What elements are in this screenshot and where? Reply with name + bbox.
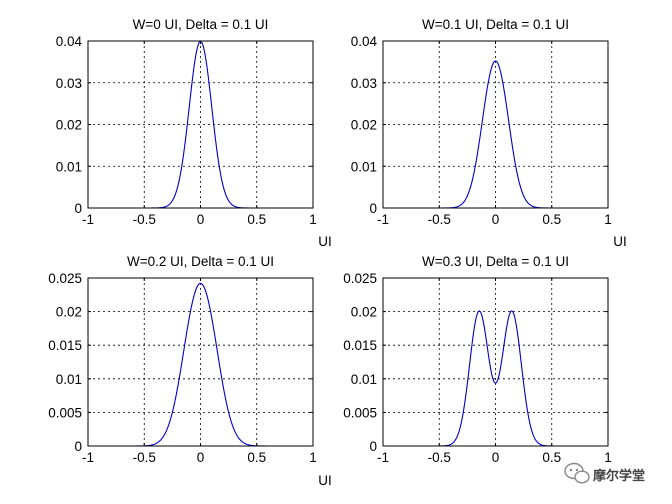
x-tick-label: -0.5 xyxy=(428,212,451,227)
y-tick-label: 0 xyxy=(369,439,377,454)
y-tick-label: 0.025 xyxy=(48,271,82,286)
x-tick-label: 0 xyxy=(492,212,500,227)
y-tick-label: 0.005 xyxy=(343,405,377,420)
x-tick-label: 0.5 xyxy=(247,450,266,465)
subplot-2: W=0.1 UI, Delta = 0.1 UI -1 -0.5 0 0.5 1 0 0.01… xyxy=(351,17,627,249)
watermark: 摩尔学堂 xyxy=(564,462,645,484)
x-tick-label: -0.5 xyxy=(133,450,156,465)
y-tick-label: 0.03 xyxy=(56,76,82,91)
y-tick-label: 0.02 xyxy=(351,305,377,320)
y-tick-label: 0.01 xyxy=(56,159,82,174)
x-tick-label: -0.5 xyxy=(428,450,451,465)
x-tick-label: 1 xyxy=(604,450,612,465)
y-tick-label: 0 xyxy=(369,201,377,216)
x-tick-label: 1 xyxy=(309,450,317,465)
y-tick-label: 0.04 xyxy=(56,34,83,49)
x-tick-label: 1 xyxy=(309,212,317,227)
subplot-title: W=0.2 UI, Delta = 0.1 UI xyxy=(127,254,274,269)
x-axis-label: UI xyxy=(318,473,332,488)
y-tick-label: 0.005 xyxy=(48,405,82,420)
x-tick-label: 0.5 xyxy=(542,450,561,465)
x-tick-label: 0.5 xyxy=(247,212,266,227)
subplot-3: W=0.2 UI, Delta = 0.1 UI -1 -0.5 0 0.5 1 0 0.00… xyxy=(48,254,317,465)
x-tick-label: -1 xyxy=(82,212,94,227)
x-axis-label: UI xyxy=(318,234,332,249)
watermark-text: 摩尔学堂 xyxy=(593,468,645,484)
subplot-4: W=0.3 UI, Delta = 0.1 UI -1 -0.5 0 0.5 1 0 0.00… xyxy=(318,254,612,488)
y-tick-label: 0.025 xyxy=(343,271,377,286)
y-tick-label: 0.03 xyxy=(351,76,377,91)
y-tick-label: 0.015 xyxy=(343,338,377,353)
y-tick-label: 0.01 xyxy=(56,372,82,387)
x-tick-label: 0 xyxy=(492,450,500,465)
subplots: W=0 UI, Delta = 0.1 UI -1 -0.5 0 0.5 1 0 0.01 0.… xyxy=(48,17,627,488)
subplot-title: W=0.3 UI, Delta = 0.1 UI xyxy=(422,254,569,269)
subplot-title: W=0 UI, Delta = 0.1 UI xyxy=(133,17,269,32)
x-tick-label: -1 xyxy=(377,450,389,465)
subplot-title: W=0.1 UI, Delta = 0.1 UI xyxy=(422,17,569,32)
x-tick-label: -1 xyxy=(82,450,94,465)
x-tick-label: 0.5 xyxy=(542,212,561,227)
y-tick-label: 0.02 xyxy=(56,305,82,320)
y-tick-label: 0.015 xyxy=(48,338,82,353)
x-tick-label: -0.5 xyxy=(133,212,156,227)
x-tick-label: 0 xyxy=(197,450,205,465)
x-axis-label: UI xyxy=(613,234,627,249)
x-tick-label: -1 xyxy=(377,212,389,227)
y-tick-label: 0.01 xyxy=(351,372,377,387)
subplot-1: W=0 UI, Delta = 0.1 UI -1 -0.5 0 0.5 1 0 0.01 0.… xyxy=(56,17,332,249)
x-tick-label: 0 xyxy=(197,212,205,227)
y-tick-label: 0.01 xyxy=(351,159,377,174)
y-tick-label: 0 xyxy=(74,439,82,454)
wechat-logo-icon xyxy=(564,462,590,484)
y-tick-label: 0.02 xyxy=(351,118,377,133)
y-tick-label: 0.04 xyxy=(351,34,378,49)
x-tick-label: 1 xyxy=(604,212,612,227)
y-tick-label: 0 xyxy=(74,201,82,216)
y-tick-label: 0.02 xyxy=(56,118,82,133)
